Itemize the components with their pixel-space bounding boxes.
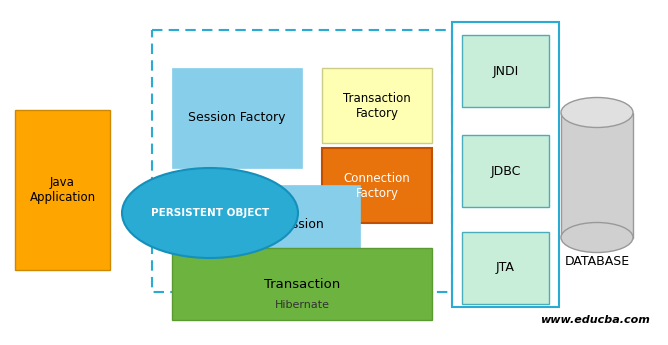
FancyBboxPatch shape [462, 232, 549, 304]
FancyBboxPatch shape [240, 185, 360, 265]
Text: Connection
Factory: Connection Factory [343, 171, 410, 199]
Text: Transaction
Factory: Transaction Factory [343, 91, 411, 119]
FancyBboxPatch shape [322, 68, 432, 143]
Text: Java
Application: Java Application [29, 176, 96, 204]
Text: JDBC: JDBC [490, 165, 520, 177]
FancyBboxPatch shape [15, 110, 110, 270]
Ellipse shape [122, 168, 298, 258]
FancyBboxPatch shape [322, 148, 432, 223]
FancyBboxPatch shape [462, 135, 549, 207]
FancyBboxPatch shape [462, 35, 549, 107]
FancyBboxPatch shape [172, 68, 302, 168]
Text: Transaction: Transaction [264, 277, 340, 290]
Text: Session Factory: Session Factory [188, 111, 286, 125]
Text: Session: Session [276, 218, 324, 231]
Text: JTA: JTA [496, 262, 515, 275]
Text: Hibernate: Hibernate [275, 300, 329, 310]
Text: JNDI: JNDI [492, 65, 518, 78]
Ellipse shape [561, 223, 633, 253]
FancyBboxPatch shape [172, 248, 432, 320]
Text: PERSISTENT OBJECT: PERSISTENT OBJECT [151, 208, 269, 218]
Ellipse shape [561, 98, 633, 128]
Text: DATABASE: DATABASE [564, 255, 629, 268]
Text: www.educba.com: www.educba.com [540, 315, 650, 325]
FancyBboxPatch shape [561, 112, 633, 237]
